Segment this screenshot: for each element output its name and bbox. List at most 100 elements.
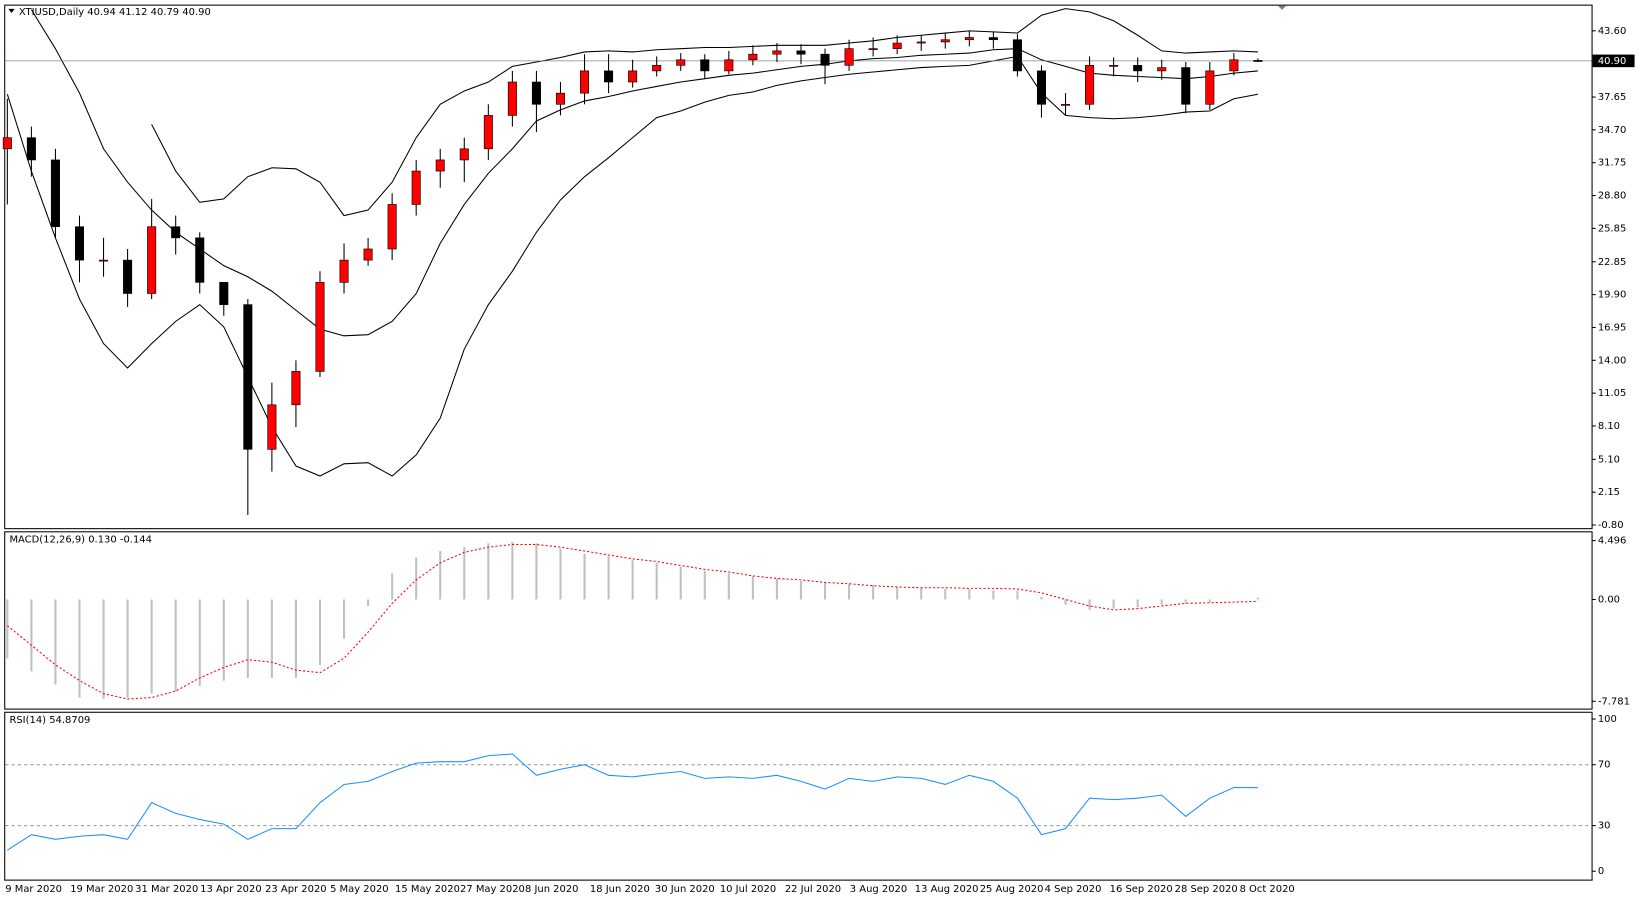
x-tick-label: 18 Jun 2020	[590, 884, 650, 895]
y-tick-label: 22.85	[1598, 257, 1627, 268]
candle-body	[363, 248, 373, 261]
current-price-label: 40.90	[1598, 56, 1627, 67]
candle-body	[700, 59, 710, 72]
y-tick-label: 30	[1598, 821, 1611, 832]
x-tick-label: 9 Mar 2020	[5, 884, 62, 895]
candle-body	[772, 50, 782, 55]
x-tick-label: 27 May 2020	[460, 884, 525, 895]
candle-body	[315, 282, 325, 372]
x-tick-label: 15 May 2020	[395, 884, 460, 895]
candle-body	[892, 42, 902, 49]
x-tick-label: 28 Sep 2020	[1175, 884, 1238, 895]
y-tick-label: 28.80	[1598, 191, 1627, 202]
rsi-line	[7, 753, 1258, 851]
candle-body	[1253, 60, 1263, 62]
x-tick-label: 3 Aug 2020	[850, 884, 907, 895]
candle-body	[195, 237, 205, 283]
x-tick-label: 10 Jul 2020	[720, 884, 776, 895]
x-tick-label: 31 Mar 2020	[135, 884, 198, 895]
candle-body	[580, 70, 590, 94]
x-tick-label: 13 Aug 2020	[915, 884, 979, 895]
candle-body	[339, 259, 349, 283]
candle-body	[411, 170, 421, 205]
candle-body	[1109, 65, 1119, 67]
y-tick-label: 37.65	[1598, 92, 1627, 103]
x-tick-label: 23 Apr 2020	[265, 884, 327, 895]
macd-panel	[4, 531, 1593, 710]
candle-body	[1229, 59, 1239, 72]
shift-marker[interactable]	[1277, 5, 1287, 10]
candle-body	[796, 50, 806, 55]
x-tick-label: 25 Aug 2020	[980, 884, 1044, 895]
candle-body	[868, 48, 878, 50]
candle-body	[267, 404, 277, 450]
candle-body	[99, 259, 109, 262]
candle-body	[147, 226, 157, 294]
bollinger-band	[6, 55, 1259, 477]
candle-body	[988, 37, 998, 41]
y-tick-label: 0.00	[1598, 594, 1620, 605]
candle-body	[74, 226, 85, 261]
candle-body	[1133, 65, 1143, 72]
candle-body	[123, 259, 133, 294]
y-tick-label: 43.60	[1598, 26, 1627, 37]
current-price-box	[1592, 54, 1635, 68]
y-tick-label: 19.90	[1598, 290, 1627, 301]
candle-body	[1036, 70, 1046, 105]
candle-body	[1157, 67, 1167, 72]
candle-body	[1085, 65, 1095, 105]
x-tick-label: 8 Oct 2020	[1240, 884, 1295, 895]
candle-body	[604, 70, 614, 83]
y-tick-label: 25.85	[1598, 223, 1627, 234]
candle-body	[219, 282, 229, 305]
x-tick-label: 13 Apr 2020	[200, 884, 262, 895]
candle-body	[531, 81, 541, 105]
candle-body	[483, 115, 493, 150]
macd-title: MACD(12,26,9) 0.130 -0.144	[9, 535, 152, 546]
candle-body	[50, 159, 60, 228]
candle-body	[916, 41, 926, 44]
rsi-title: RSI(14) 54.8709	[9, 715, 90, 726]
candle-body	[507, 81, 517, 116]
price-title: XTIUSD,Daily 40.94 41.12 40.79 40.90	[19, 7, 211, 18]
candle-body	[26, 137, 36, 161]
y-tick-label: 100	[1598, 714, 1617, 725]
candle-body	[676, 59, 686, 66]
x-tick-label: 8 Jun 2020	[525, 884, 579, 895]
candle-body	[171, 226, 181, 239]
bollinger-band	[30, 9, 1258, 337]
y-tick-label: 4.496	[1598, 536, 1627, 547]
macd-signal	[7, 543, 1258, 700]
candle-body	[844, 48, 854, 66]
y-tick-label: 14.00	[1598, 355, 1627, 366]
bollinger-band	[151, 8, 1258, 217]
candle-body	[724, 59, 734, 72]
x-tick-label: 19 Mar 2020	[70, 884, 133, 895]
y-tick-label: 5.10	[1598, 454, 1620, 465]
candle-body	[964, 37, 974, 41]
candle-body	[387, 204, 397, 250]
x-tick-label: 30 Jun 2020	[655, 884, 715, 895]
y-tick-label: -7.781	[1598, 696, 1630, 707]
x-tick-label: 4 Sep 2020	[1045, 884, 1102, 895]
candle-body	[1012, 39, 1022, 72]
y-tick-label: 70	[1598, 760, 1611, 771]
y-tick-label: 34.70	[1598, 125, 1627, 136]
y-tick-label: 2.15	[1598, 487, 1620, 498]
candle-body	[459, 148, 469, 161]
candle-body	[940, 39, 950, 43]
x-tick-label: 16 Sep 2020	[1110, 884, 1173, 895]
rsi-panel	[4, 711, 1593, 881]
x-tick-label: 5 May 2020	[330, 884, 389, 895]
x-tick-label: 22 Jul 2020	[785, 884, 841, 895]
collapse-icon[interactable]	[8, 8, 15, 14]
y-tick-label: 8.10	[1598, 421, 1620, 432]
y-tick-label: 31.75	[1598, 158, 1627, 169]
candle-body	[435, 159, 445, 172]
candle-body	[555, 92, 565, 105]
candle-body	[1061, 103, 1071, 106]
candle-body	[243, 304, 253, 450]
candle-body	[628, 70, 638, 83]
